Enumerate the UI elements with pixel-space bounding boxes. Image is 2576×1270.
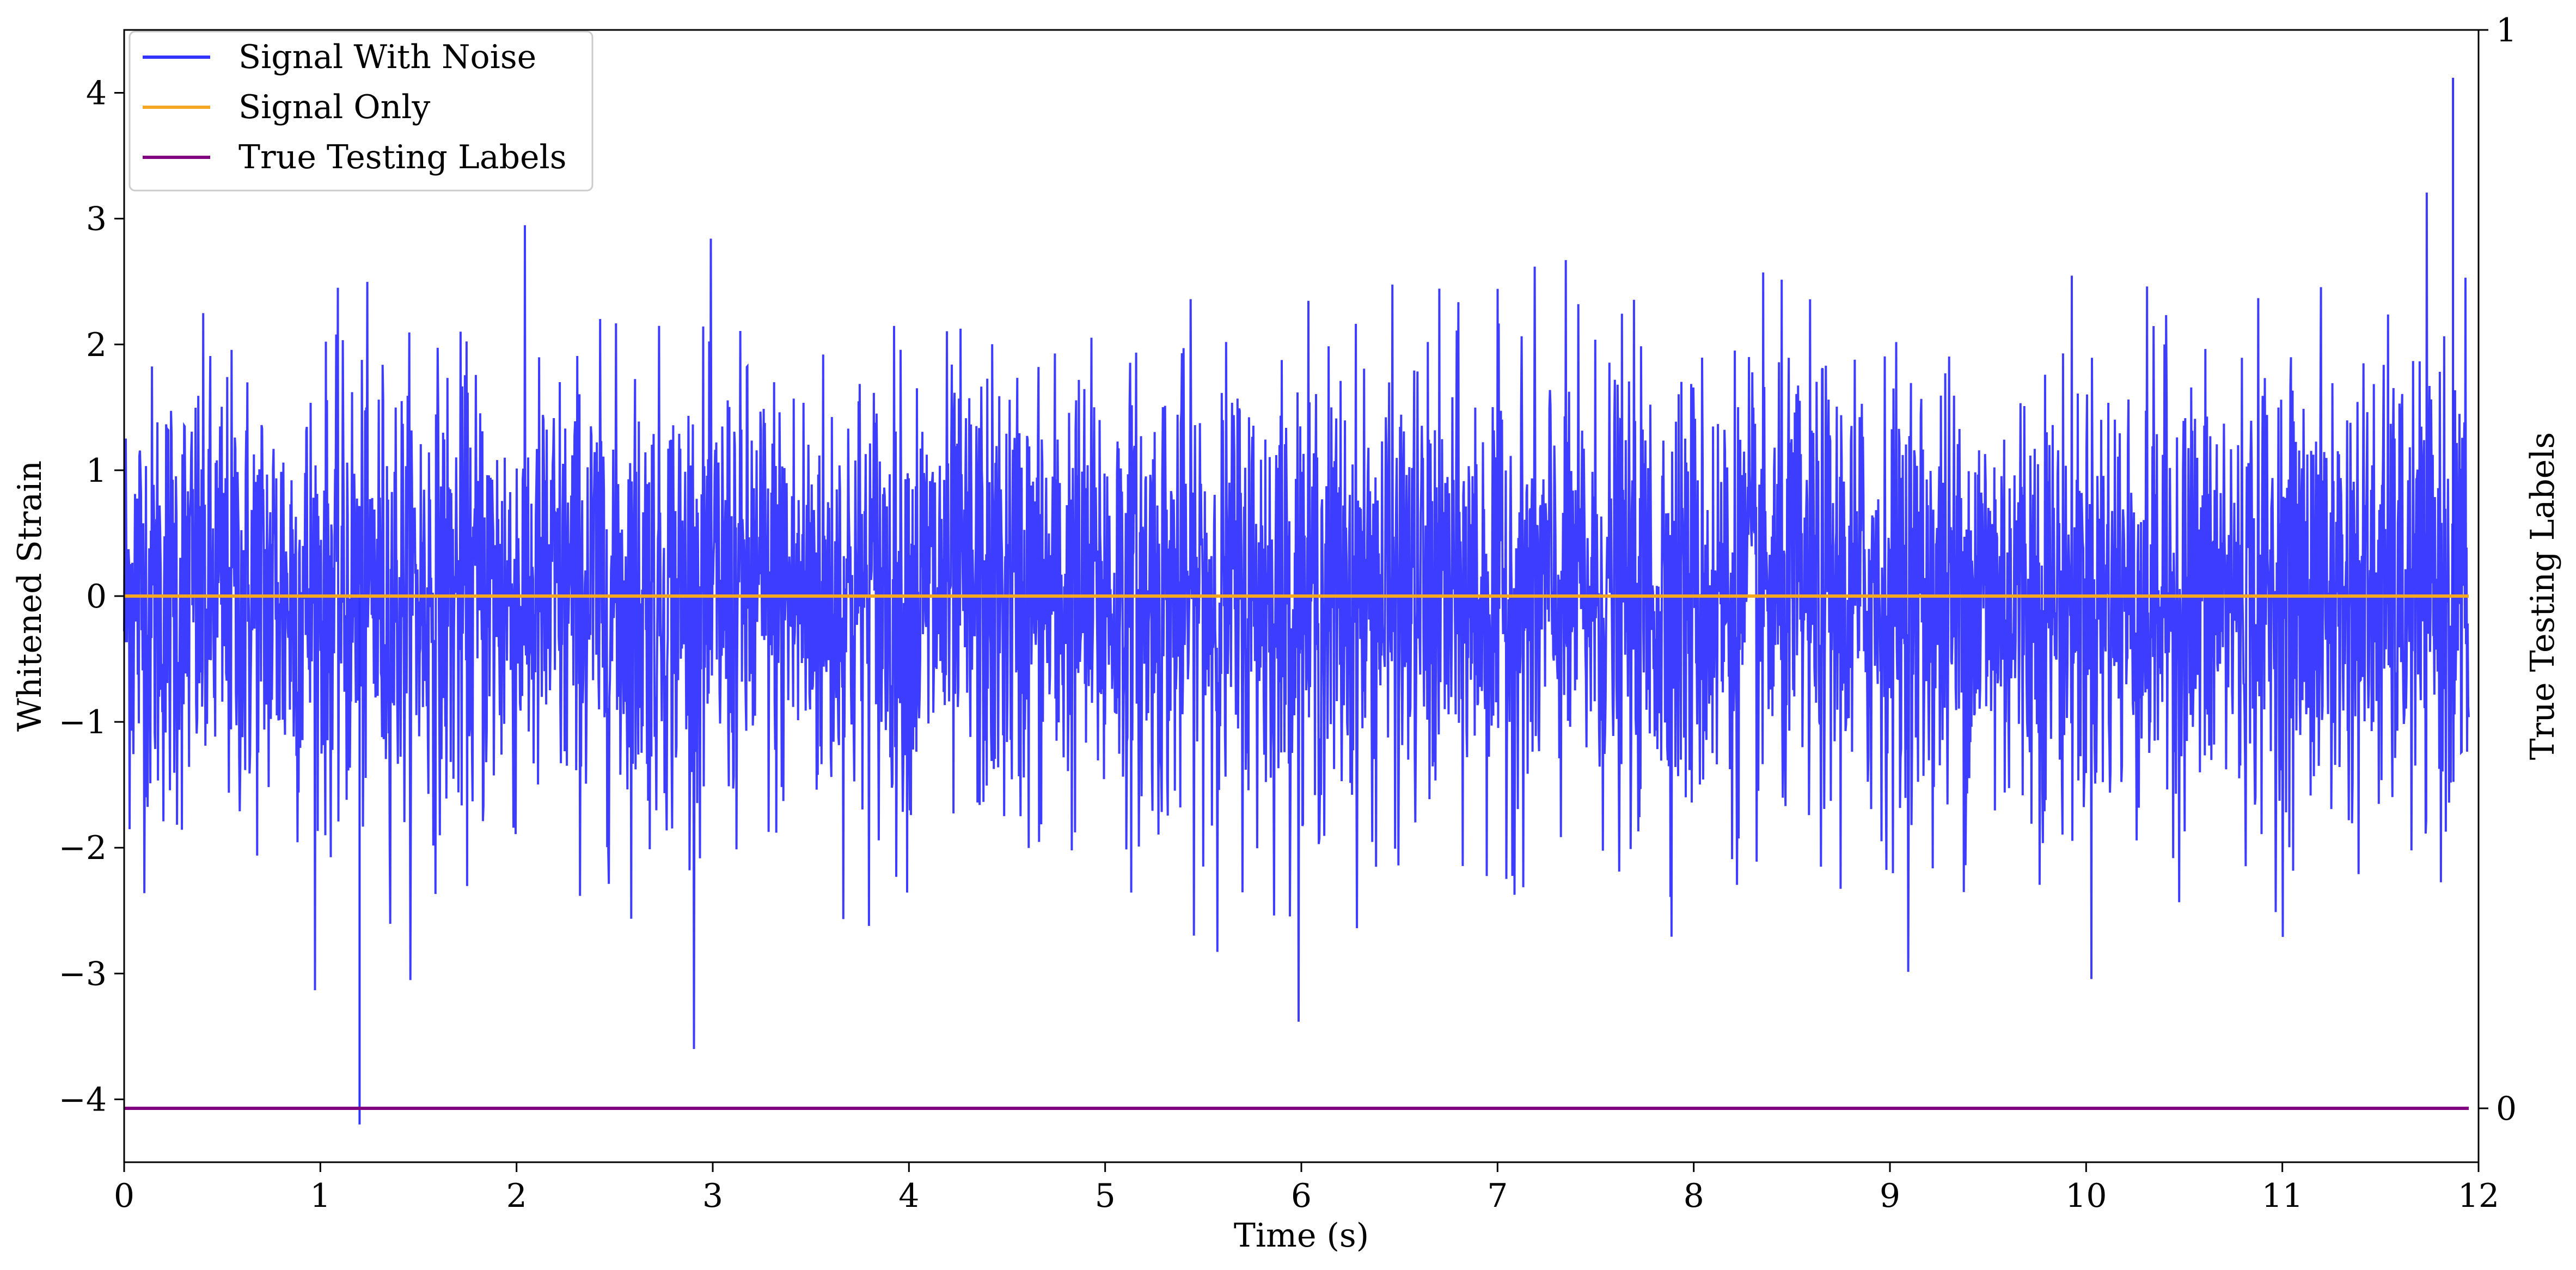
x-tick-label: 4 xyxy=(898,1177,919,1215)
x-axis: 0 1 2 3 4 5 6 7 8 9 10 11 12 xyxy=(114,1162,2499,1215)
x-tick-label: 12 xyxy=(2458,1177,2499,1215)
legend-box xyxy=(129,30,593,192)
x-tick-label: 9 xyxy=(1880,1177,1900,1215)
legend-label: Signal Only xyxy=(238,88,430,126)
y2-tick-label: 0 xyxy=(2496,1090,2517,1128)
y-tick-label: 4 xyxy=(86,75,107,113)
legend-label: Signal With Noise xyxy=(238,38,536,76)
x-tick-label: 7 xyxy=(1487,1177,1508,1215)
x-tick-label: 10 xyxy=(2065,1177,2107,1215)
y-tick-label: 0 xyxy=(86,578,107,616)
legend-label: True Testing Labels xyxy=(238,138,567,176)
series-lines xyxy=(124,594,2469,1110)
y-tick-label: −1 xyxy=(59,703,107,741)
series-line-signal-with-noise xyxy=(123,192,2470,1050)
y-tick-label: −4 xyxy=(59,1081,107,1119)
x-tick-label: 5 xyxy=(1095,1177,1116,1215)
legend: Signal With Noise Signal Only True Testing… xyxy=(129,30,593,192)
y-axis-left: −4 −3 −2 −1 0 1 2 3 4 xyxy=(59,75,124,1119)
x-axis-label: Time (s) xyxy=(1234,1217,1369,1255)
y2-tick-label: 1 xyxy=(2496,11,2517,50)
y-axis-label: Whitened Strain xyxy=(11,461,49,732)
x-tick-label: 2 xyxy=(506,1177,527,1215)
x-tick-label: 3 xyxy=(702,1177,723,1215)
y-tick-label: 3 xyxy=(86,200,107,238)
x-tick-label: 8 xyxy=(1684,1177,1704,1215)
x-tick-label: 6 xyxy=(1291,1177,1312,1215)
y-tick-label: −2 xyxy=(59,829,107,867)
y-tick-label: 1 xyxy=(86,452,107,490)
series-signal-with-noise xyxy=(123,77,2470,1125)
y-axis-right: 01 xyxy=(2479,11,2517,1128)
x-tick-label: 11 xyxy=(2261,1177,2303,1215)
y-tick-label: 2 xyxy=(86,326,107,364)
y2-axis-label: True Testing Labels xyxy=(2524,432,2562,760)
x-tick-label: 0 xyxy=(114,1177,134,1215)
y-tick-label: −3 xyxy=(59,955,107,993)
x-tick-label: 1 xyxy=(310,1177,331,1215)
